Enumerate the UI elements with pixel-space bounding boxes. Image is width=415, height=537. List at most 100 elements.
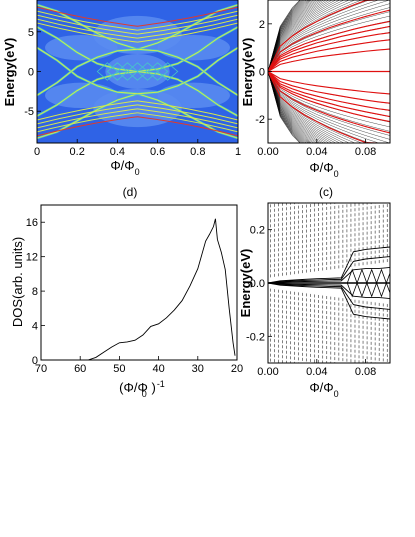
panel-b-level bbox=[268, 0, 337, 72]
panel-b-level bbox=[268, 71, 301, 143]
heatmap-level bbox=[37, 104, 138, 125]
panel-b-series bbox=[268, 25, 390, 72]
heatmap-level bbox=[137, 108, 238, 129]
heatmap-curve-core bbox=[137, 48, 238, 96]
panel-a-xtick-label: 0.6 bbox=[150, 146, 165, 158]
panel-a-xtick-label: 0.4 bbox=[110, 146, 125, 158]
panel-b-level bbox=[268, 0, 316, 72]
panel-b-level bbox=[268, 0, 301, 72]
panel-b-level bbox=[268, 0, 390, 72]
panel-b-level bbox=[268, 71, 305, 143]
panel-d-marks bbox=[41, 218, 236, 360]
heatmap-diamond bbox=[146, 62, 169, 81]
heatmap-level bbox=[137, 112, 238, 133]
panel-c-series bbox=[268, 256, 390, 284]
panel-label-d: (d) bbox=[123, 185, 138, 199]
panel-b-level bbox=[268, 0, 320, 72]
panel-a-xtick-label: 0 bbox=[34, 146, 40, 158]
panel-b-xlabel: Φ/Φ0 bbox=[309, 160, 338, 179]
panel-d-ticks: 70 60 50 40 30 20 0 4 8 12 16 bbox=[26, 217, 243, 375]
heatmap-curve-core bbox=[137, 26, 238, 72]
heatmap-curve-core bbox=[37, 93, 138, 139]
heatmap-level bbox=[137, 14, 238, 35]
heatmap-curve-core bbox=[37, 48, 138, 96]
panel-b-series bbox=[268, 71, 390, 95]
panel-b-level bbox=[268, 0, 306, 72]
panel-c-series bbox=[268, 282, 390, 320]
heatmap-level bbox=[137, 116, 238, 137]
panel-c-ytick-label: 0.2 bbox=[250, 225, 265, 237]
panel-d-ytick-label: 0 bbox=[32, 355, 38, 367]
panel-b-level bbox=[268, 3, 390, 72]
panel-c-series bbox=[268, 246, 390, 284]
panel-b-xtick-label: 0.00 bbox=[257, 146, 278, 158]
heatmap-level bbox=[137, 22, 238, 43]
panel-b-level bbox=[268, 0, 312, 72]
panel-b-level bbox=[268, 0, 305, 72]
dos-curve bbox=[41, 218, 236, 360]
panel-c-ytick-label: -0.2 bbox=[246, 331, 265, 343]
panel-b-level bbox=[268, 71, 363, 143]
panel-b-level bbox=[268, 0, 327, 72]
panel-c-marks bbox=[268, 203, 390, 363]
panel-b-level bbox=[268, 71, 301, 143]
panel-b-level bbox=[268, 71, 390, 143]
heatmap-level bbox=[37, 108, 138, 129]
panel-b-level bbox=[268, 71, 311, 143]
panel-b-series bbox=[268, 71, 390, 134]
panel-b-level bbox=[268, 0, 322, 72]
panel-b-series bbox=[268, 39, 390, 72]
panel-b-level bbox=[268, 71, 330, 143]
panel-b-level bbox=[268, 71, 333, 143]
heatmap-level bbox=[37, 10, 138, 31]
heatmap-curve-core bbox=[37, 4, 138, 50]
panel-a-xtick-label: 1 bbox=[235, 146, 241, 158]
panel-a-ticks: 0 0.2 0.4 0.6 0.8 1 5 0 -5 bbox=[24, 27, 241, 158]
panel-a: 0 0.2 0.4 0.6 0.8 1 5 0 -5 Energy(eV) Φ/Φ0 bbox=[2, 0, 241, 177]
panel-b-series bbox=[268, 71, 390, 123]
panel-b-level bbox=[268, 71, 306, 143]
heatmap-curve-core bbox=[137, 4, 238, 50]
panel-d-xlabel: (Φ/Φ )0-1 bbox=[119, 379, 165, 399]
panel-b-marks bbox=[268, 0, 390, 143]
panel-b-level bbox=[268, 0, 314, 72]
heatmap-level bbox=[37, 14, 138, 35]
panel-b-level bbox=[268, 71, 304, 143]
heatmap-curve-core bbox=[137, 71, 238, 117]
panel-c-series bbox=[268, 282, 390, 300]
panel-b-level bbox=[268, 15, 390, 72]
panel-b-level bbox=[268, 0, 341, 72]
panel-b-level bbox=[268, 0, 363, 72]
panel-b-xtick-label: 0.04 bbox=[306, 146, 327, 158]
heatmap-level bbox=[137, 18, 238, 39]
panel-c-series bbox=[268, 282, 390, 310]
panel-d-frame bbox=[40, 204, 238, 361]
panel-b-level bbox=[268, 0, 311, 72]
panel-d-ytick-label: 16 bbox=[26, 217, 38, 229]
panel-d-xtick-label: 30 bbox=[192, 363, 204, 375]
panel-a-ytick-label: 0 bbox=[28, 67, 34, 79]
panel-b-level bbox=[268, 71, 390, 132]
panel-a-ytick-label: -5 bbox=[24, 106, 34, 118]
panel-b-level bbox=[268, 71, 318, 143]
panel-b-level bbox=[268, 71, 301, 143]
panel-b-level bbox=[268, 0, 311, 72]
panel-b-level bbox=[268, 0, 303, 72]
panel-b-ytick-label: 2 bbox=[259, 19, 265, 31]
heatmap-marks bbox=[37, 3, 238, 140]
panel-b-series bbox=[268, 48, 390, 72]
heatmap-level bbox=[37, 112, 138, 133]
panel-b-level bbox=[268, 0, 308, 72]
heatmap-level bbox=[137, 10, 238, 31]
panel-b-level bbox=[268, 71, 341, 143]
panel-b-level bbox=[268, 71, 302, 143]
panel-b-ticks: 0.00 0.04 0.08 2 0 -2 bbox=[255, 19, 376, 158]
panel-b-series bbox=[268, 71, 390, 104]
panel-d-ytick-label: 4 bbox=[32, 321, 38, 333]
panel-b-series bbox=[268, 20, 390, 72]
panel-b-series bbox=[268, 71, 390, 118]
panel-b-level bbox=[268, 71, 312, 143]
panel-b-level bbox=[268, 7, 390, 72]
panel-a-ytick-label: 5 bbox=[28, 27, 34, 39]
